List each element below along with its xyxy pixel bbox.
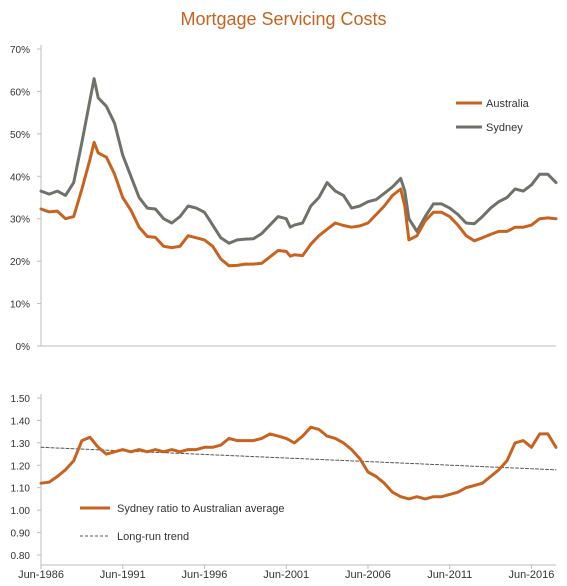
bottom-y-tick-label: 1.30 [11, 439, 31, 450]
x-tick-label: Jun-2011 [427, 569, 472, 581]
x-tick-label: Jun-1986 [18, 569, 64, 581]
x-axis: Jun-1986 Jun-1991 Jun-1996 Jun-2001 Jun-2006… [18, 564, 556, 581]
bottom-y-tick-label: 1.00 [11, 506, 31, 517]
top-y-tick-label: 10% [10, 300, 30, 311]
top-y-tick-label: 0% [16, 342, 31, 353]
legend-label-australia: Australia [486, 98, 530, 110]
bottom-y-tick-label: 0.90 [11, 529, 31, 540]
bottom-y-tick-label: 1.40 [11, 416, 31, 427]
bottom-y-tick-label: 1.20 [11, 461, 31, 472]
bottom-y-tick-label: 0.80 [11, 551, 31, 562]
series-line-sydney-ratio [39, 425, 558, 501]
bottom-y-tick-label: 1.10 [11, 484, 31, 495]
x-tick-label: Jun-1996 [182, 569, 228, 581]
top-y-tick-label: 50% [10, 130, 30, 141]
x-tick-label: Jun-1991 [100, 569, 146, 581]
top-y-tick-label: 70% [10, 45, 30, 56]
series-line-sydney [39, 77, 558, 245]
x-tick-label: Jun-2001 [263, 569, 309, 581]
chart-title: Mortgage Servicing Costs [180, 9, 387, 29]
top-chart-plot [39, 77, 558, 268]
bottom-chart-y-axis: 0.80 0.90 1.00 1.10 1.20 1.30 1.40 1.50 [11, 394, 42, 565]
top-y-tick-label: 20% [10, 257, 30, 268]
top-chart-y-axis: 0% 10% 20% 30% 40% 50% 60% 70% [10, 45, 556, 353]
bottom-chart-legend: Sydney ratio to Australian average Long-r… [80, 503, 285, 543]
top-chart-legend: Australia Sydney [456, 98, 530, 134]
top-y-tick-label: 60% [10, 87, 30, 98]
bottom-chart-plot [39, 425, 558, 501]
x-tick-label: Jun-2016 [509, 569, 555, 581]
top-y-tick-label: 40% [10, 172, 30, 183]
x-tick-label: Jun-2006 [345, 569, 391, 581]
legend-label-long-run-trend: Long-run trend [117, 531, 189, 543]
legend-label-sydney: Sydney [486, 122, 523, 134]
series-line-australia [39, 140, 558, 268]
legend-label-sydney-ratio: Sydney ratio to Australian average [117, 503, 285, 515]
bottom-y-tick-label: 1.50 [11, 394, 31, 405]
top-y-tick-label: 30% [10, 215, 30, 226]
